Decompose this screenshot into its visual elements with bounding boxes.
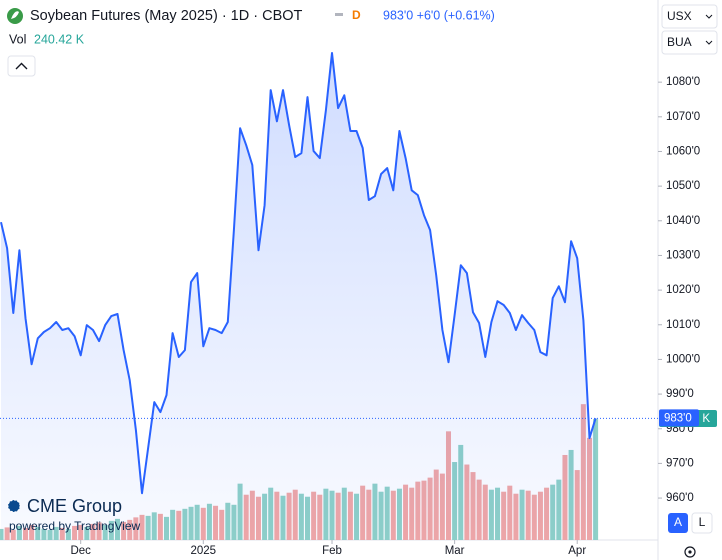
unit-select[interactable]	[661, 30, 718, 55]
volume-label: Vol	[9, 32, 26, 46]
cme-globe-lines	[7, 499, 21, 513]
y-tick-label: 1070'0	[666, 111, 700, 123]
x-tick-label: Mar	[445, 545, 465, 557]
y-tick-label: 1080'0	[666, 76, 700, 88]
y-tick-label: 1050'0	[666, 180, 700, 192]
log-scale-button[interactable]	[691, 512, 713, 534]
x-tick-label: Feb	[322, 545, 342, 557]
cme-logo: CME Group	[27, 496, 122, 516]
y-tick-label: 1060'0	[666, 146, 700, 158]
auto-scale-label: A	[674, 515, 682, 529]
symbol-logo-leaf	[11, 11, 19, 19]
y-tick-label: 970'0	[666, 457, 694, 469]
log-scale-label: L	[699, 515, 706, 529]
settings-icon-center	[688, 550, 692, 554]
auto-scale-button[interactable]	[668, 513, 688, 533]
x-tick-label: Dec	[70, 545, 91, 557]
volume-bar	[593, 419, 599, 540]
volume-value: 240.42 K	[34, 32, 85, 46]
unit-label: BUA	[667, 35, 692, 49]
y-tick-label: 990'0	[666, 388, 694, 400]
currency-label: USX	[667, 9, 692, 23]
x-tick-label: Apr	[568, 545, 586, 557]
collapse-icon	[15, 62, 28, 70]
currency-select[interactable]	[661, 4, 718, 29]
y-tick-label: 1020'0	[666, 284, 700, 296]
status-flag: D	[352, 8, 361, 22]
powered-by: powered by TradingView	[9, 519, 141, 533]
y-tick-label: 960'0	[666, 492, 694, 504]
separator	[335, 13, 343, 16]
collapse-button[interactable]	[7, 55, 36, 77]
chevron	[705, 14, 713, 19]
price-badge-label: 983'0	[664, 412, 692, 424]
y-tick-label: 1010'0	[666, 319, 700, 331]
price-badge	[659, 409, 699, 427]
quote: 983'0 +6'0 (+0.61%)	[383, 8, 495, 22]
y-tick-label: 1040'0	[666, 215, 700, 227]
price-line	[0, 52, 597, 495]
y-tick-label: 1030'0	[666, 249, 700, 261]
y-tick-label: 1000'0	[666, 353, 700, 365]
symbol-title: Soybean Futures (May 2025) · 1D · CBOT	[30, 8, 303, 24]
settings-icon[interactable]	[684, 546, 696, 558]
price-area	[1, 53, 596, 540]
chevron	[705, 40, 713, 45]
x-tick-label: 2025	[190, 545, 216, 557]
cme-globe	[8, 500, 20, 512]
